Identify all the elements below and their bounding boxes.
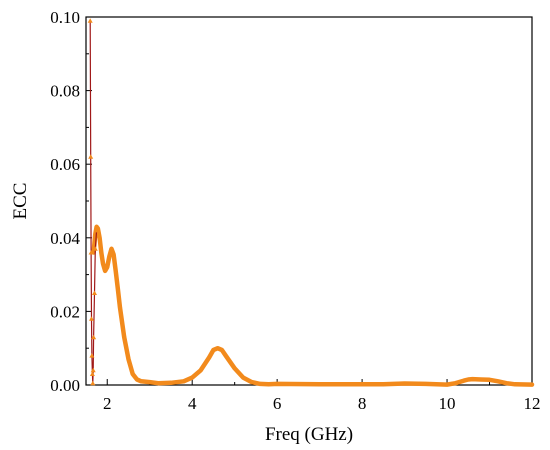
x-tick-label: 6 bbox=[273, 394, 282, 413]
ecc-marker bbox=[91, 334, 97, 340]
ecc-marker bbox=[89, 371, 95, 376]
ecc-marker bbox=[92, 246, 98, 251]
ecc-marker bbox=[90, 367, 96, 373]
ecc-marker bbox=[90, 380, 96, 386]
y-axis-ticks: 0.00 0.02 0.04 0.06 0.08 0.10 bbox=[50, 8, 92, 395]
series-layer bbox=[87, 18, 535, 387]
ecc-marker bbox=[88, 250, 94, 255]
y-tick-label: 0.10 bbox=[50, 8, 80, 27]
x-tick-label: 8 bbox=[358, 394, 367, 413]
ecc-marker bbox=[92, 290, 97, 295]
ecc-marker bbox=[89, 353, 95, 358]
x-tick-label: 4 bbox=[188, 394, 197, 413]
ecc-marker bbox=[89, 316, 94, 321]
y-tick-label: 0.08 bbox=[50, 82, 80, 101]
ecc-marker bbox=[87, 18, 93, 23]
y-tick-label: 0.04 bbox=[50, 229, 80, 248]
x-tick-label: 10 bbox=[439, 394, 456, 413]
y-tick-label: 0.02 bbox=[50, 302, 80, 321]
x-tick-label: 12 bbox=[524, 394, 541, 413]
y-tick-label: 0.00 bbox=[50, 376, 80, 395]
ecc-marker bbox=[88, 154, 94, 159]
x-axis-title: Freq (GHz) bbox=[265, 424, 353, 445]
plot-frame bbox=[85, 16, 533, 386]
ecc-marker bbox=[94, 227, 100, 233]
ecc-series-line bbox=[91, 224, 535, 387]
y-axis-title: ECC bbox=[10, 183, 31, 220]
x-tick-label: 2 bbox=[103, 394, 112, 413]
y-tick-label: 0.06 bbox=[50, 155, 80, 174]
ecc-secondary-line bbox=[89, 20, 98, 384]
